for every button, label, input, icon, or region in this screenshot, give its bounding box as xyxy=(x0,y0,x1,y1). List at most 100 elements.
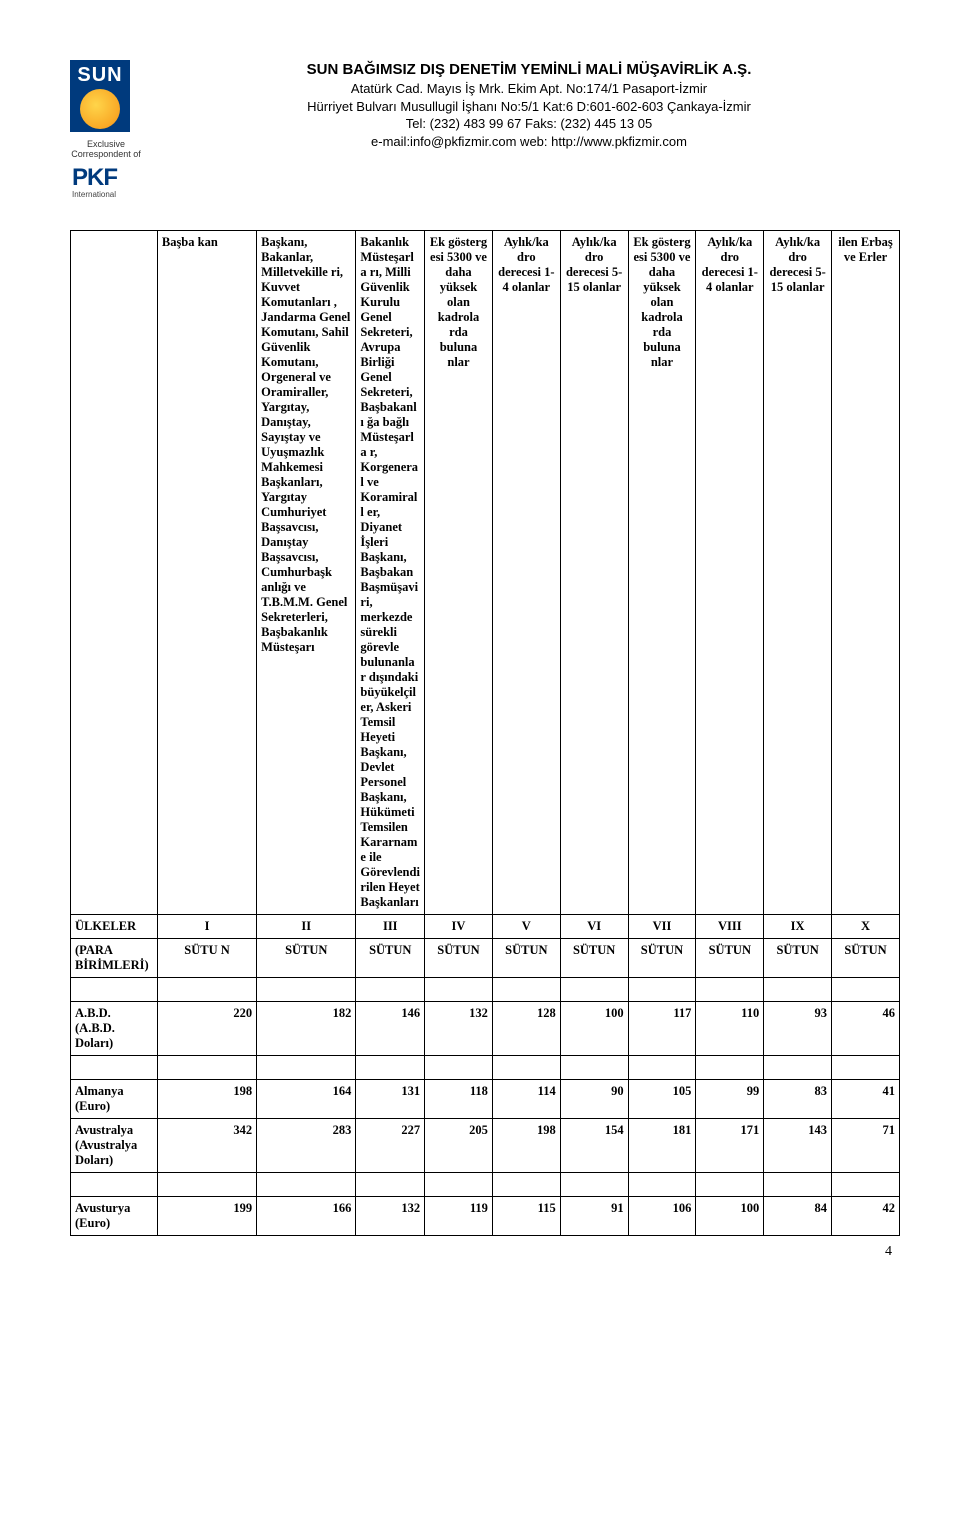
table-cell: 198 xyxy=(157,1079,256,1118)
table-cell: 143 xyxy=(764,1118,832,1172)
data-table: Başba kanBaşkanı, Bakanlar, Milletvekill… xyxy=(70,230,900,1236)
table-cell: 199 xyxy=(157,1196,256,1235)
table-cell: 154 xyxy=(560,1118,628,1172)
table-cell: 91 xyxy=(560,1196,628,1235)
table-cell: Bakanlık Müsteşarla rı, Milli Güvenlik K… xyxy=(356,230,425,914)
table-cell: 220 xyxy=(157,1001,256,1055)
table-cell xyxy=(356,1172,425,1196)
company-addr2: Hürriyet Bulvarı Musullugil İşhanı No:5/… xyxy=(158,98,900,116)
table-cell xyxy=(492,1055,560,1079)
table-cell: 132 xyxy=(356,1196,425,1235)
table-cell: 42 xyxy=(832,1196,900,1235)
table-cell: SÜTUN xyxy=(696,938,764,977)
table-cell: 205 xyxy=(425,1118,493,1172)
table-cell: 198 xyxy=(492,1118,560,1172)
table-cell: 227 xyxy=(356,1118,425,1172)
table-spacer-row xyxy=(71,1172,900,1196)
table-cell xyxy=(628,977,696,1001)
table-cell xyxy=(425,1055,493,1079)
table-cell: Başkanı, Bakanlar, Milletvekille ri, Kuv… xyxy=(257,230,356,914)
table-cell xyxy=(71,977,158,1001)
table-cell: Aylık/ka dro derecesi 5-15 olanlar xyxy=(560,230,628,914)
table-cell: 100 xyxy=(560,1001,628,1055)
table-header-row: Başba kanBaşkanı, Bakanlar, Milletvekill… xyxy=(71,230,900,914)
table-cell xyxy=(356,977,425,1001)
table-cell xyxy=(71,230,158,914)
table-cell: SÜTUN xyxy=(492,938,560,977)
table-cell: Ek gösterg esi 5300 ve daha yüksek olan … xyxy=(425,230,493,914)
table-cell xyxy=(71,1172,158,1196)
table-cell: 114 xyxy=(492,1079,560,1118)
table-cell xyxy=(764,977,832,1001)
table-cell xyxy=(157,977,256,1001)
sun-logo: SUN xyxy=(70,60,130,132)
table-cell xyxy=(832,977,900,1001)
table-row: Almanya(Euro)19816413111811490105998341 xyxy=(71,1079,900,1118)
table-cell: 146 xyxy=(356,1001,425,1055)
table-row: Avustralya(Avustralya Doları)34228322720… xyxy=(71,1118,900,1172)
table-cell: SÜTUN xyxy=(560,938,628,977)
table-cell: 182 xyxy=(257,1001,356,1055)
table-cell: SÜTUN xyxy=(764,938,832,977)
table-row: A.B.D.(A.B.D. Doları)2201821461321281001… xyxy=(71,1001,900,1055)
table-cell: V xyxy=(492,914,560,938)
table-cell: 110 xyxy=(696,1001,764,1055)
table-cell: 93 xyxy=(764,1001,832,1055)
table-cell xyxy=(425,977,493,1001)
table-cell: 164 xyxy=(257,1079,356,1118)
page-header: SUN Exclusive Correspondent of PKF Inter… xyxy=(70,60,900,210)
table-cell xyxy=(257,1055,356,1079)
table-cell: 171 xyxy=(696,1118,764,1172)
table-cell xyxy=(157,1055,256,1079)
table-spacer-row xyxy=(71,1055,900,1079)
table-cell xyxy=(560,1055,628,1079)
table-cell: 342 xyxy=(157,1118,256,1172)
table-row: Avusturya(Euro)1991661321191159110610084… xyxy=(71,1196,900,1235)
company-web: e-mail:info@pkfizmir.com web: http://www… xyxy=(158,133,900,151)
table-cell xyxy=(696,1055,764,1079)
logo-column: SUN Exclusive Correspondent of PKF Inter… xyxy=(70,60,142,210)
table-cell xyxy=(832,1172,900,1196)
table-cell xyxy=(492,977,560,1001)
table-cell: I xyxy=(157,914,256,938)
table-cell: IX xyxy=(764,914,832,938)
table-cell: Avusturya(Euro) xyxy=(71,1196,158,1235)
table-cell: Başba kan xyxy=(157,230,256,914)
table-cell: 84 xyxy=(764,1196,832,1235)
table-cell: 99 xyxy=(696,1079,764,1118)
table-cell: SÜTUN xyxy=(356,938,425,977)
table-cell: Aylık/ka dro derecesi 1-4 olanlar xyxy=(492,230,560,914)
company-addr1: Atatürk Cad. Mayıs İş Mrk. Ekim Apt. No:… xyxy=(158,80,900,98)
table-cell: 119 xyxy=(425,1196,493,1235)
table-cell: 128 xyxy=(492,1001,560,1055)
table-cell: III xyxy=(356,914,425,938)
page-number: 4 xyxy=(70,1236,900,1260)
table-cell xyxy=(696,1172,764,1196)
table-cell: Avustralya(Avustralya Doları) xyxy=(71,1118,158,1172)
pkf-logo: PKF International xyxy=(70,166,130,210)
table-cell: IV xyxy=(425,914,493,938)
table-cell: X xyxy=(832,914,900,938)
sun-logo-text: SUN xyxy=(77,65,122,85)
table-cell xyxy=(628,1055,696,1079)
table-cell: SÜTUN xyxy=(425,938,493,977)
table-cell xyxy=(71,1055,158,1079)
table-cell: 132 xyxy=(425,1001,493,1055)
table-cell: VIII xyxy=(696,914,764,938)
table-cell: Aylık/ka dro derecesi 1-4 olanlar xyxy=(696,230,764,914)
table-cell xyxy=(696,977,764,1001)
pkf-logo-text: PKF xyxy=(72,166,117,190)
table-cell: SÜTUN xyxy=(628,938,696,977)
table-cell xyxy=(425,1172,493,1196)
table-cell: VI xyxy=(560,914,628,938)
table-cell: 118 xyxy=(425,1079,493,1118)
table-cell: SÜTU N xyxy=(157,938,256,977)
table-cell: 117 xyxy=(628,1001,696,1055)
table-cell xyxy=(492,1172,560,1196)
table-cell: 105 xyxy=(628,1079,696,1118)
table-cell: ÜLKELER xyxy=(71,914,158,938)
table-cell: 83 xyxy=(764,1079,832,1118)
table-spacer-row xyxy=(71,977,900,1001)
table-cell: VII xyxy=(628,914,696,938)
table-cell xyxy=(628,1172,696,1196)
